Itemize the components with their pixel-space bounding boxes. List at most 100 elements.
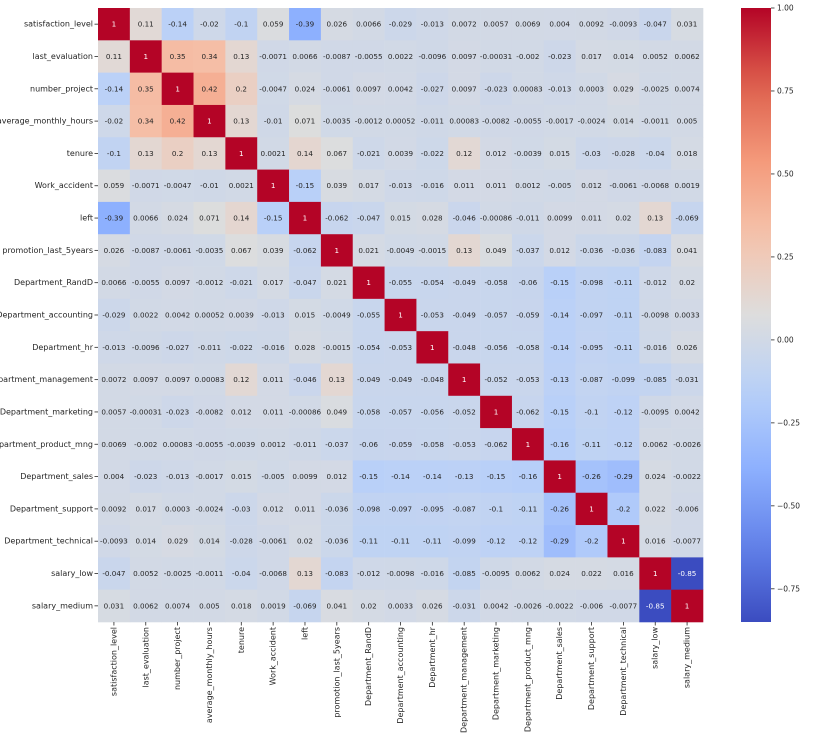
heatmap-cell-value: 0.0012 [515,181,540,190]
heatmap-cell-value: -0.029 [389,20,413,29]
heatmap-cell [193,363,226,397]
heatmap-cell [480,137,513,170]
heatmap-cell-value: -0.021 [357,149,380,158]
heatmap-cell-value: 0.42 [170,117,186,126]
heatmap-cell [257,137,290,170]
heatmap-cell [352,589,385,623]
heatmap-cell [575,331,608,364]
heatmap-cell-value: -0.062 [516,407,539,416]
heatmap-cell-value: -0.0011 [641,117,669,126]
heatmap-cell [607,234,640,267]
heatmap-cell [98,331,131,364]
heatmap-cell [416,104,449,138]
heatmap-cell [480,395,513,429]
heatmap-cell [480,428,513,461]
heatmap-cell-value: -0.0035 [323,117,351,126]
heatmap-cell [289,395,322,429]
heatmap-cell [384,331,417,364]
heatmap-cell-value: 0.00052 [195,311,225,320]
heatmap-cell [129,266,162,300]
heatmap-cell [193,72,226,106]
heatmap-cell [320,104,354,138]
heatmap-cell [480,525,513,558]
heatmap-cell-value: -0.39 [296,20,315,29]
heatmap-cell [511,363,545,397]
heatmap-cell-value: -0.012 [644,278,667,287]
heatmap-cell-value: -0.0017 [196,472,224,481]
heatmap-cell [448,589,481,623]
heatmap-cell [384,72,417,106]
heatmap-cell [257,428,290,461]
heatmap-cell [98,234,131,267]
heatmap-cell [289,331,322,364]
heatmap-cell-value: -0.058 [516,343,540,352]
heatmap-cell [448,72,481,106]
heatmap-cell [129,72,162,106]
heatmap-cell-value: 1 [112,20,117,29]
heatmap-cell [193,428,226,461]
column-label: Department_technical [619,627,628,716]
heatmap-cell [671,331,704,364]
heatmap-cell-value: -0.2 [585,537,599,546]
heatmap-cell [352,298,385,332]
column-label: satisfaction_level [109,627,118,696]
heatmap-cell-value: -0.15 [359,472,378,481]
heatmap-cell [639,557,672,590]
colorbar-tick-label: 0.75 [777,86,794,95]
heatmap-cell-value: -0.0087 [132,246,160,255]
heatmap-cell-value: -0.02 [105,117,124,126]
heatmap-cell-value: 0.039 [263,246,284,255]
heatmap-cell [257,363,290,397]
heatmap-cell-value: 0.0021 [261,149,286,158]
heatmap-cell-value: 0.0066 [101,278,127,287]
colorbar-tick-label: 0.50 [777,169,794,178]
heatmap-cell [129,234,162,267]
heatmap-cell-value: -0.048 [421,375,445,384]
heatmap-cell [320,428,354,461]
heatmap-cell [671,298,704,332]
heatmap-cell-value: 0.011 [263,407,284,416]
heatmap-cell [257,492,290,526]
heatmap-cell-value: -0.036 [325,504,349,513]
heatmap-cell [575,201,608,235]
heatmap-cell [543,169,576,203]
heatmap-cell [352,525,385,558]
heatmap-cell-value: -0.0039 [514,149,542,158]
heatmap-cell-value: -0.053 [421,311,444,320]
heatmap-cell-value: -0.087 [453,504,476,513]
heatmap-cell-value: -0.0095 [482,569,510,578]
heatmap-cell-value: 0.0033 [675,311,700,320]
heatmap-cell [480,557,513,590]
heatmap-cell [193,492,226,526]
heatmap-cell-value: -0.099 [612,375,636,384]
heatmap-cell [193,395,226,429]
heatmap-cell-value: -0.0096 [132,343,160,352]
heatmap-cell [448,8,481,41]
heatmap-cell-value: 1 [271,181,276,190]
heatmap-cell-value: 0.0074 [675,84,701,93]
heatmap-cell-value: 0.024 [167,214,188,223]
heatmap-cell-value: 0.0099 [292,472,318,481]
heatmap-cell [225,428,258,461]
heatmap-cell-value: 0.0057 [101,407,126,416]
heatmap-cell-value: -0.049 [357,375,381,384]
heatmap-cell [161,72,194,106]
heatmap-cell-value: 0.067 [231,246,252,255]
heatmap-cell [161,169,194,203]
heatmap-cell-value: 1 [335,246,340,255]
column-label: number_project [173,627,182,690]
heatmap-cell [320,234,354,267]
heatmap-cell [480,331,513,364]
heatmap-cell [320,331,354,364]
heatmap-cell [352,40,385,73]
heatmap-cell [639,201,672,235]
heatmap-cell [289,363,322,397]
heatmap-cell [352,137,385,170]
heatmap-cell-value: -0.0087 [323,52,351,61]
heatmap-cell-value: -0.0055 [196,440,224,449]
colorbar-gradient [741,8,771,622]
heatmap-cell-value: 0.0042 [675,407,700,416]
heatmap-cell [193,525,226,558]
column-label: Work_accident [269,627,278,685]
column-label: average_monthly_hours [205,627,214,723]
